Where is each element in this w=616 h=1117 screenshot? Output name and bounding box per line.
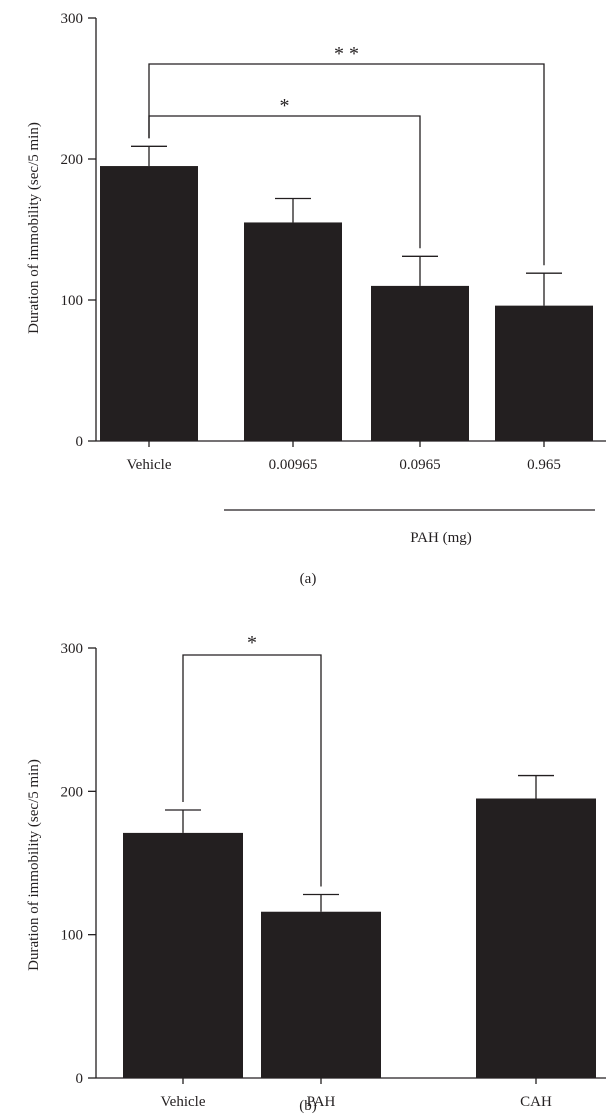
y-tick-label: 0	[76, 1071, 84, 1087]
bar	[100, 166, 198, 442]
y-tick-label: 300	[61, 11, 84, 27]
chart-panel-b: Duration of immobility (sec/5 min) 0 100 2…	[26, 632, 606, 1114]
bar	[244, 222, 342, 441]
panel-label-b: (b)	[299, 1098, 317, 1114]
x-tick-label: 0.965	[527, 457, 561, 473]
x-tick-label: 0.00965	[269, 457, 318, 473]
bar	[371, 285, 469, 441]
x-tick-label: Vehicle	[161, 1094, 206, 1110]
x-tick-label: 0.0965	[399, 457, 440, 473]
significance-marker: *	[247, 632, 257, 654]
x-tick-label: PAH	[307, 1094, 336, 1110]
significance-a: * * *	[148, 43, 545, 266]
x-ticks-a: Vehicle 0.00965 0.0965 0.965	[127, 441, 561, 473]
y-tick-label: 200	[61, 784, 84, 800]
error-bars-a	[131, 145, 562, 306]
x-tick-label: Vehicle	[127, 457, 172, 473]
y-axis-title-a: Duration of immobility (sec/5 min)	[26, 122, 42, 334]
y-tick-label: 200	[61, 152, 84, 168]
y-tick-label: 100	[61, 293, 84, 309]
y-axis-title-b: Duration of immobility (sec/5 min)	[26, 759, 42, 971]
bars-b	[123, 798, 596, 1078]
panel-label-a: (a)	[300, 571, 317, 587]
bars-a	[100, 166, 593, 442]
significance-marker: *	[280, 95, 290, 117]
significance-marker: * *	[334, 43, 359, 65]
y-tick-label: 100	[61, 928, 84, 944]
x-ticks-b: Vehicle PAH CAH	[161, 1078, 552, 1110]
significance-bracket	[148, 63, 545, 266]
chart-panel-a: Duration of immobility (sec/5 min) 0 100 2…	[26, 11, 606, 587]
significance-b: *	[182, 632, 322, 887]
bar	[123, 832, 243, 1078]
group-label: PAH (mg)	[410, 530, 472, 546]
bar	[476, 798, 596, 1078]
y-ticks-a: 0 100 200 300	[61, 11, 96, 450]
error-bars-b	[165, 774, 554, 912]
y-tick-label: 300	[61, 641, 84, 657]
bar	[261, 911, 381, 1078]
y-ticks-b: 0 100 200 300	[61, 641, 96, 1087]
x-tick-label: CAH	[520, 1094, 552, 1110]
y-tick-label: 0	[76, 434, 84, 450]
bar	[495, 305, 593, 441]
significance-bracket	[182, 654, 322, 887]
